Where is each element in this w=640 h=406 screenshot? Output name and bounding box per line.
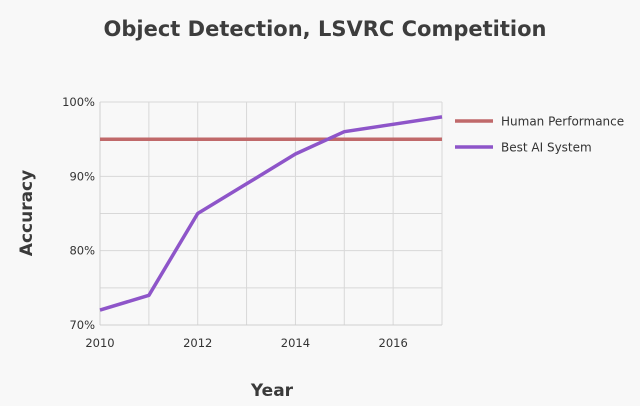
chart-title: Object Detection, LSVRC Competition	[104, 17, 547, 41]
y-tick-label: 90%	[69, 169, 95, 183]
x-tick-label: 2014	[281, 336, 310, 350]
series-line-best-ai-system	[99, 115, 443, 312]
legend: Human Performance Best AI System	[455, 115, 624, 155]
x-axis-title: Year	[250, 381, 294, 401]
y-tick-label: 70%	[69, 318, 95, 332]
x-tick-label: 2012	[183, 336, 212, 350]
x-tick-label: 2010	[85, 336, 114, 350]
y-tick-label: 80%	[69, 244, 95, 258]
legend-label: Best AI System	[501, 141, 592, 155]
x-tick-label: 2016	[379, 336, 408, 350]
y-axis-title: Accuracy	[17, 170, 37, 256]
legend-item: Best AI System	[455, 141, 592, 155]
legend-label: Human Performance	[501, 115, 624, 129]
plot-area: 2010 2012 2014 2016 70% 80% 90% 100%	[62, 95, 443, 350]
y-tick-label: 100%	[62, 95, 95, 109]
legend-item: Human Performance	[455, 115, 624, 129]
